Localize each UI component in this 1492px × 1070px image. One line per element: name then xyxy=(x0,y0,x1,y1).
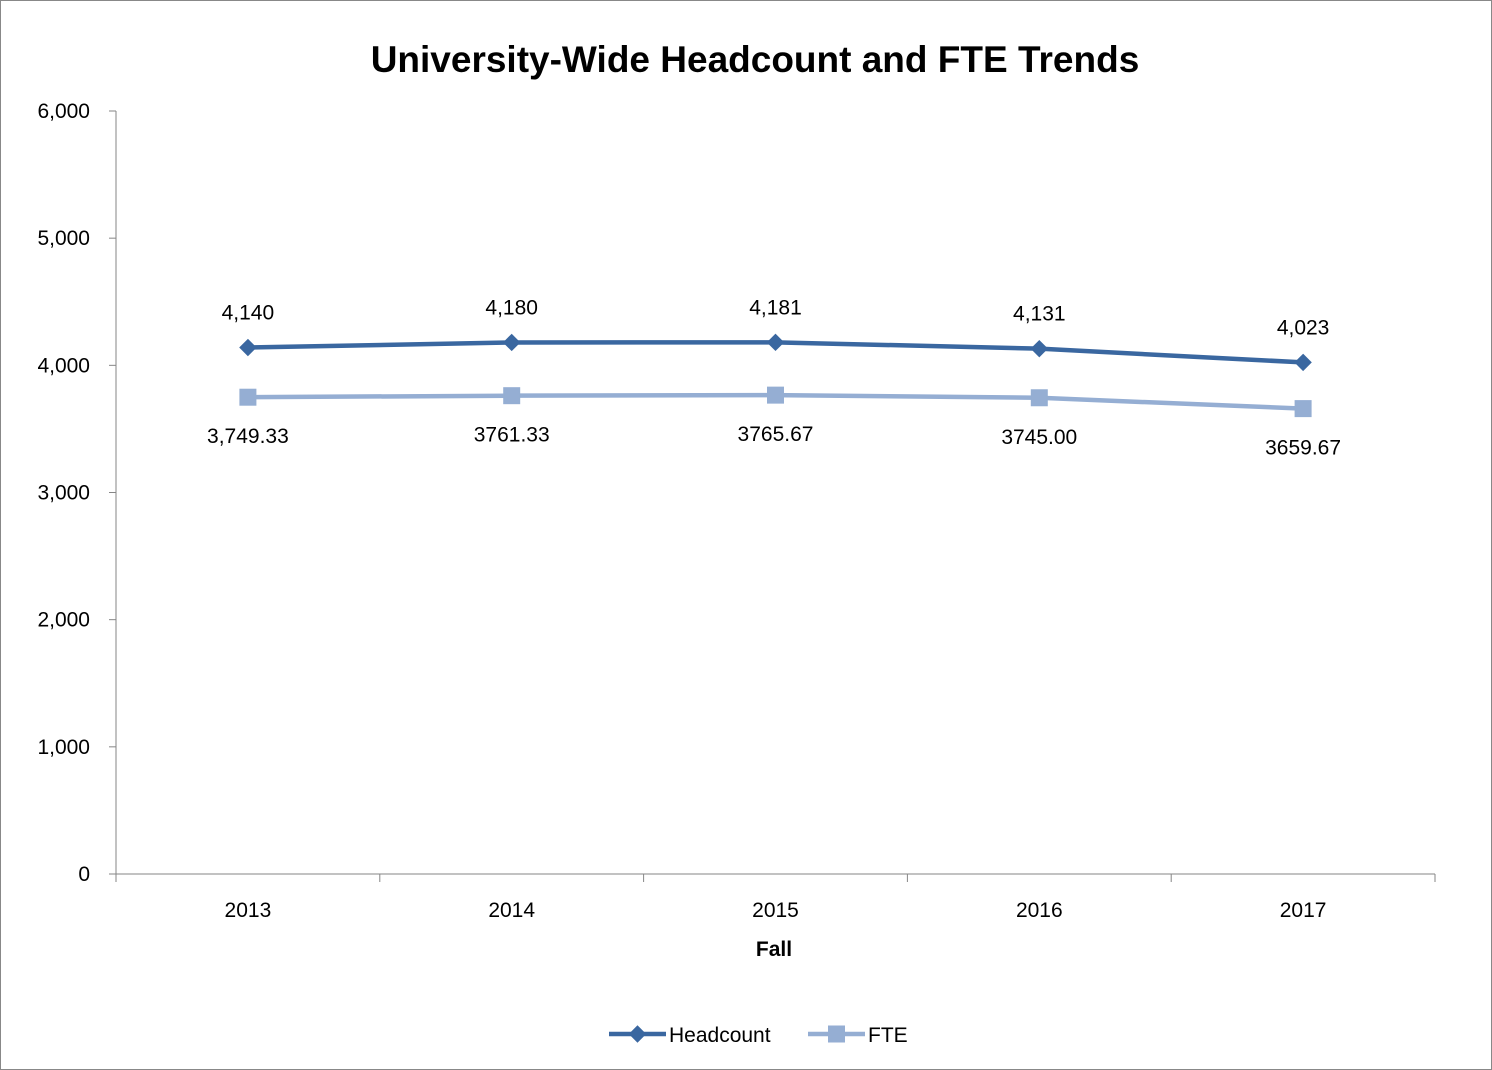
x-tick-label: 2015 xyxy=(752,899,799,922)
fte-point xyxy=(1294,400,1312,418)
headcount-data-label: 4,180 xyxy=(485,296,538,319)
series-fte: 3,749.33 3761.33 3765.67 3745.00 3659.67 xyxy=(207,386,1341,460)
headcount-data-label: 4,181 xyxy=(749,296,802,319)
headcount-data-label: 4,131 xyxy=(1013,303,1066,326)
legend: Headcount FTE xyxy=(609,1024,908,1047)
y-tick-label: 1,000 xyxy=(37,736,90,759)
x-tick-label: 2013 xyxy=(225,899,272,922)
legend-label: Headcount xyxy=(669,1024,771,1047)
fte-data-label: 3761.33 xyxy=(474,424,550,447)
x-tick-label: 2017 xyxy=(1280,899,1327,922)
legend-swatch-marker xyxy=(628,1025,647,1043)
y-tick-label: 2,000 xyxy=(37,609,90,632)
y-tick-label: 4,000 xyxy=(37,354,90,377)
y-axis: 0 1,000 2,000 3,000 4,000 5,000 6,000 xyxy=(37,100,117,886)
x-axis: 2013 2014 2015 2016 2017 xyxy=(115,873,1436,922)
headcount-point xyxy=(239,338,257,357)
legend-swatch-marker xyxy=(828,1025,845,1043)
headcount-point xyxy=(1030,339,1049,358)
y-tick-label: 3,000 xyxy=(37,482,90,505)
fte-data-label: 3659.67 xyxy=(1265,437,1341,460)
headcount-data-label: 4,140 xyxy=(222,302,275,325)
headcount-point xyxy=(502,333,521,352)
fte-data-label: 3765.67 xyxy=(738,423,814,446)
chart-title: University-Wide Headcount and FTE Trends xyxy=(371,39,1140,80)
legend-item-fte: FTE xyxy=(808,1024,908,1047)
y-tick-label: 5,000 xyxy=(37,227,90,250)
legend-label: FTE xyxy=(868,1024,908,1047)
series-group: 4,140 4,180 4,181 4,131 4,023 3,749.33 3761.33… xyxy=(207,296,1341,459)
x-axis-title: Fall xyxy=(756,938,792,961)
headcount-point xyxy=(766,333,785,352)
fte-data-label: 3745.00 xyxy=(1001,426,1077,449)
fte-data-label: 3,749.33 xyxy=(207,425,289,448)
fte-point xyxy=(503,387,521,405)
headcount-data-label: 4,023 xyxy=(1277,316,1330,339)
y-tick-label: 0 xyxy=(78,863,90,886)
x-tick-label: 2016 xyxy=(1016,899,1063,922)
legend-item-headcount: Headcount xyxy=(609,1024,771,1047)
x-tick-label: 2014 xyxy=(488,899,535,922)
fte-point xyxy=(239,388,257,406)
fte-point xyxy=(1030,389,1048,407)
series-headcount: 4,140 4,180 4,181 4,131 4,023 xyxy=(222,296,1330,372)
headcount-point xyxy=(1294,353,1312,372)
fte-point xyxy=(767,386,784,404)
y-tick-label: 6,000 xyxy=(37,100,90,123)
